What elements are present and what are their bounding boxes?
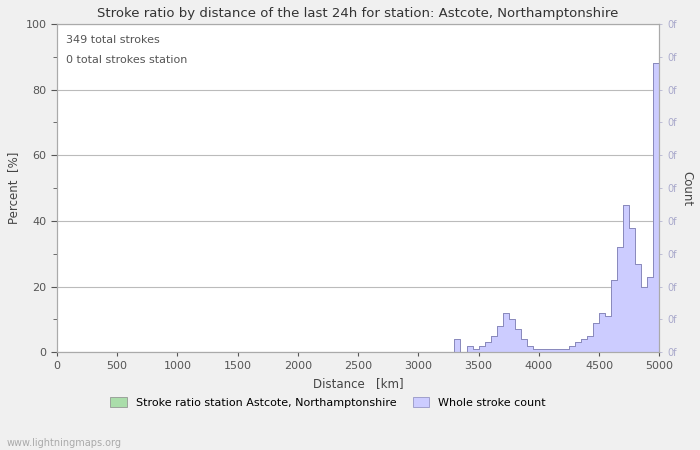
Text: www.lightningmaps.org: www.lightningmaps.org (7, 438, 122, 448)
Text: 349 total strokes: 349 total strokes (66, 36, 160, 45)
X-axis label: Distance   [km]: Distance [km] (313, 377, 403, 390)
Title: Stroke ratio by distance of the last 24h for station: Astcote, Northamptonshire: Stroke ratio by distance of the last 24h… (97, 7, 619, 20)
Legend: Stroke ratio station Astcote, Northamptonshire, Whole stroke count: Stroke ratio station Astcote, Northampto… (106, 393, 550, 413)
Text: 0 total strokes station: 0 total strokes station (66, 55, 188, 65)
Y-axis label: Percent  [%]: Percent [%] (7, 152, 20, 224)
Y-axis label: Count: Count (680, 171, 693, 206)
